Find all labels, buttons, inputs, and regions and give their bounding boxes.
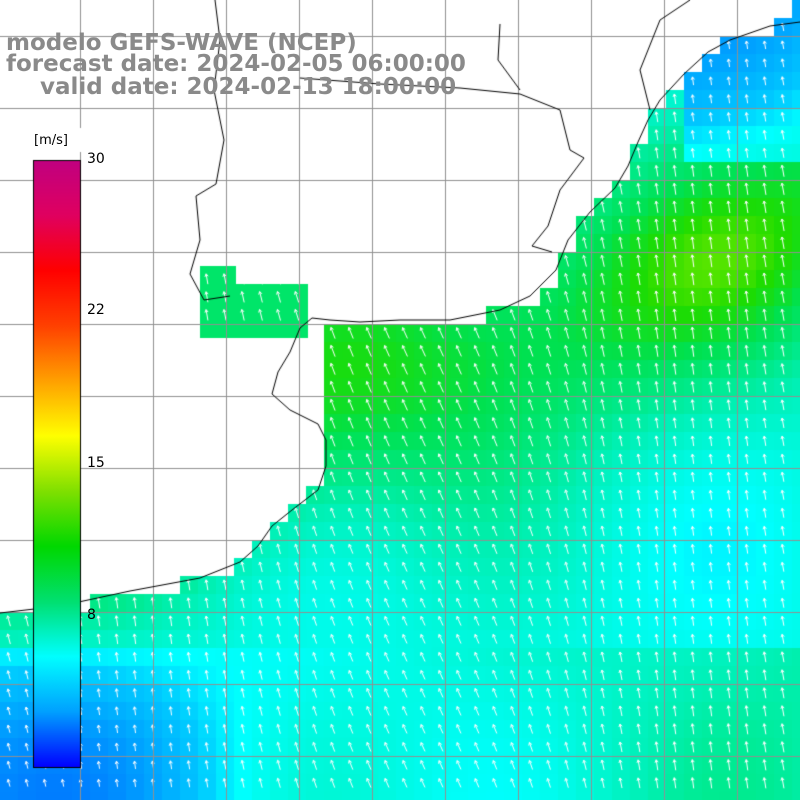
colorbar-tick-22: 22 (87, 302, 105, 318)
forecast-date-label: forecast date: 2024-02-05 06:00:00 (6, 51, 466, 77)
colorbar-tick-8: 8 (87, 607, 96, 623)
valid-date-label: valid date: 2024-02-13 18:00:00 (40, 74, 457, 100)
model-title: modelo GEFS-WAVE (NCEP) (6, 30, 357, 56)
colorbar-tick-30: 30 (87, 151, 105, 167)
colorbar-tick-15: 15 (87, 455, 105, 471)
colorbar-unit: [m/s] (34, 133, 68, 148)
